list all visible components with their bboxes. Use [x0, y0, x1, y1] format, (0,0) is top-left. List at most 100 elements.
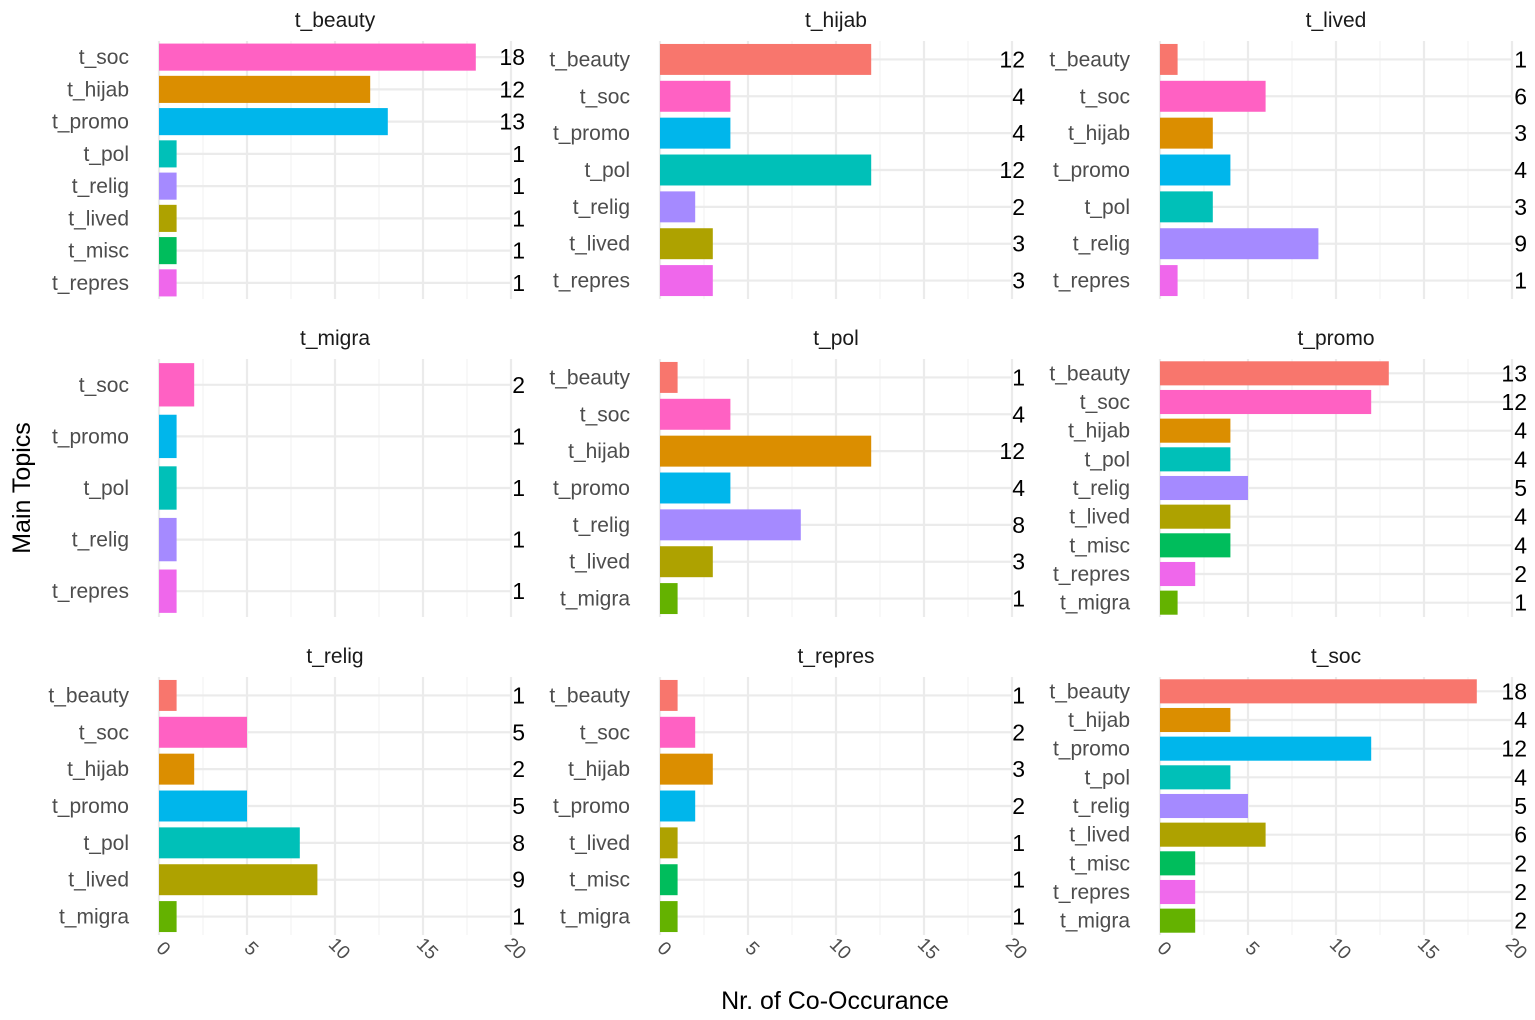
- category-label: t_pol: [83, 477, 129, 500]
- bar-t_relig: [1160, 228, 1319, 260]
- value-label: 2: [1514, 850, 1527, 876]
- category-label: t_hijab: [568, 758, 630, 781]
- x-tick-label: 15: [913, 934, 943, 964]
- bar-t_repres: [159, 269, 177, 297]
- bar-t_hijab: [1160, 707, 1231, 733]
- category-label: t_soc: [580, 403, 630, 426]
- x-tick-label: 0: [152, 938, 174, 960]
- category-label: t_repres: [1053, 270, 1130, 293]
- category-label: t_relig: [1073, 477, 1130, 500]
- facet-title: t_relig: [306, 645, 363, 668]
- bar-t_lived: [1160, 504, 1231, 529]
- bar-t_migra: [660, 901, 678, 933]
- value-label: 1: [1012, 830, 1025, 856]
- bar-t_lived: [660, 546, 713, 578]
- value-label: 9: [512, 867, 525, 893]
- bar-t_promo: [159, 414, 177, 459]
- facet-panel-t_lived: t_lived t_beauty 1 t_soc 6 t_hijab 3 t_promo 4 t_…: [1049, 9, 1527, 299]
- value-label: 5: [1514, 793, 1527, 819]
- category-label: t_soc: [79, 46, 129, 69]
- category-label: t_beauty: [1049, 362, 1130, 385]
- value-label: 1: [512, 423, 525, 449]
- value-label: 1: [1514, 268, 1527, 294]
- bar-t_soc: [159, 363, 195, 407]
- facet-panel-t_hijab: t_hijab t_beauty 12 t_soc 4 t_promo 4 t_pol 12 t_…: [549, 9, 1025, 299]
- bar-t_soc: [660, 398, 731, 430]
- category-label: t_promo: [553, 477, 630, 500]
- value-label: 18: [1501, 678, 1527, 704]
- category-label: t_migra: [59, 906, 129, 929]
- facet-title: t_beauty: [295, 9, 376, 32]
- bar-t_promo: [159, 790, 247, 822]
- bar-t_soc: [159, 43, 476, 71]
- value-label: 2: [1012, 793, 1025, 819]
- value-label: 18: [499, 44, 525, 70]
- category-label: t_lived: [1069, 824, 1130, 847]
- category-label: t_promo: [553, 122, 630, 145]
- bar-t_repres: [660, 265, 713, 297]
- facet-panel-t_beauty: t_beauty t_soc 18 t_hijab 12 t_promo 13 t_pol 1 t…: [52, 9, 525, 299]
- value-label: 2: [512, 756, 525, 782]
- value-label: 4: [1012, 120, 1025, 146]
- category-label: t_promo: [553, 795, 630, 818]
- bar-t_pol: [159, 827, 300, 859]
- facet-title: t_lived: [1306, 9, 1367, 32]
- category-label: t_pol: [1084, 196, 1130, 219]
- category-label: t_soc: [1080, 391, 1130, 414]
- bar-t_hijab: [660, 753, 713, 785]
- value-label: 8: [1012, 512, 1025, 538]
- bar-t_misc: [159, 237, 177, 265]
- bar-t_relig: [1160, 475, 1248, 501]
- facet-panel-t_migra: t_migra t_soc 2 t_promo 1 t_pol 1 t_relig 1 t_rep…: [52, 327, 525, 617]
- bar-t_pol: [159, 140, 177, 168]
- value-label: 2: [1012, 719, 1025, 745]
- value-label: 1: [512, 578, 525, 604]
- bar-t_lived: [660, 228, 713, 260]
- category-label: t_soc: [580, 85, 630, 108]
- facet-title: t_pol: [813, 327, 859, 350]
- bar-t_beauty: [1160, 43, 1178, 75]
- y-axis-title: Main Topics: [8, 422, 36, 554]
- bar-t_promo: [660, 472, 731, 504]
- bar-t_repres: [1160, 879, 1196, 905]
- bar-t_beauty: [660, 43, 872, 75]
- x-tick-label: 10: [825, 934, 855, 964]
- x-tick-label: 5: [240, 938, 262, 960]
- value-label: 1: [512, 205, 525, 231]
- value-label: 8: [512, 830, 525, 856]
- bar-t_misc: [1160, 533, 1231, 558]
- category-label: t_promo: [1053, 738, 1130, 761]
- category-label: t_repres: [1053, 563, 1130, 586]
- bar-t_soc: [660, 80, 731, 112]
- bar-t_beauty: [660, 679, 678, 711]
- category-label: t_hijab: [1068, 122, 1130, 145]
- category-label: t_repres: [1053, 881, 1130, 904]
- bar-t_beauty: [1160, 679, 1477, 704]
- x-tick-label: 10: [324, 934, 354, 964]
- value-label: 4: [1012, 401, 1025, 427]
- bar-t_lived: [159, 864, 318, 896]
- bar-t_relig: [159, 517, 177, 562]
- category-label: t_relig: [573, 196, 630, 219]
- bar-t_promo: [1160, 736, 1372, 761]
- value-label: 1: [512, 527, 525, 553]
- value-label: 2: [1514, 908, 1527, 934]
- category-label: t_migra: [560, 906, 630, 929]
- facet-title: t_migra: [300, 327, 370, 350]
- bar-t_relig: [159, 172, 177, 200]
- value-label: 1: [1012, 586, 1025, 612]
- category-label: t_relig: [72, 175, 129, 198]
- category-label: t_relig: [1073, 795, 1130, 818]
- bar-t_hijab: [660, 435, 872, 467]
- category-label: t_misc: [1069, 534, 1130, 557]
- value-label: 12: [999, 46, 1025, 72]
- bar-t_lived: [159, 204, 177, 232]
- category-label: t_soc: [79, 721, 129, 744]
- bar-t_hijab: [159, 75, 371, 103]
- value-label: 2: [1514, 879, 1527, 905]
- bar-t_migra: [660, 583, 678, 615]
- value-label: 1: [1514, 590, 1527, 616]
- value-label: 12: [1501, 389, 1527, 415]
- category-label: t_pol: [83, 832, 129, 855]
- bar-t_migra: [159, 901, 177, 933]
